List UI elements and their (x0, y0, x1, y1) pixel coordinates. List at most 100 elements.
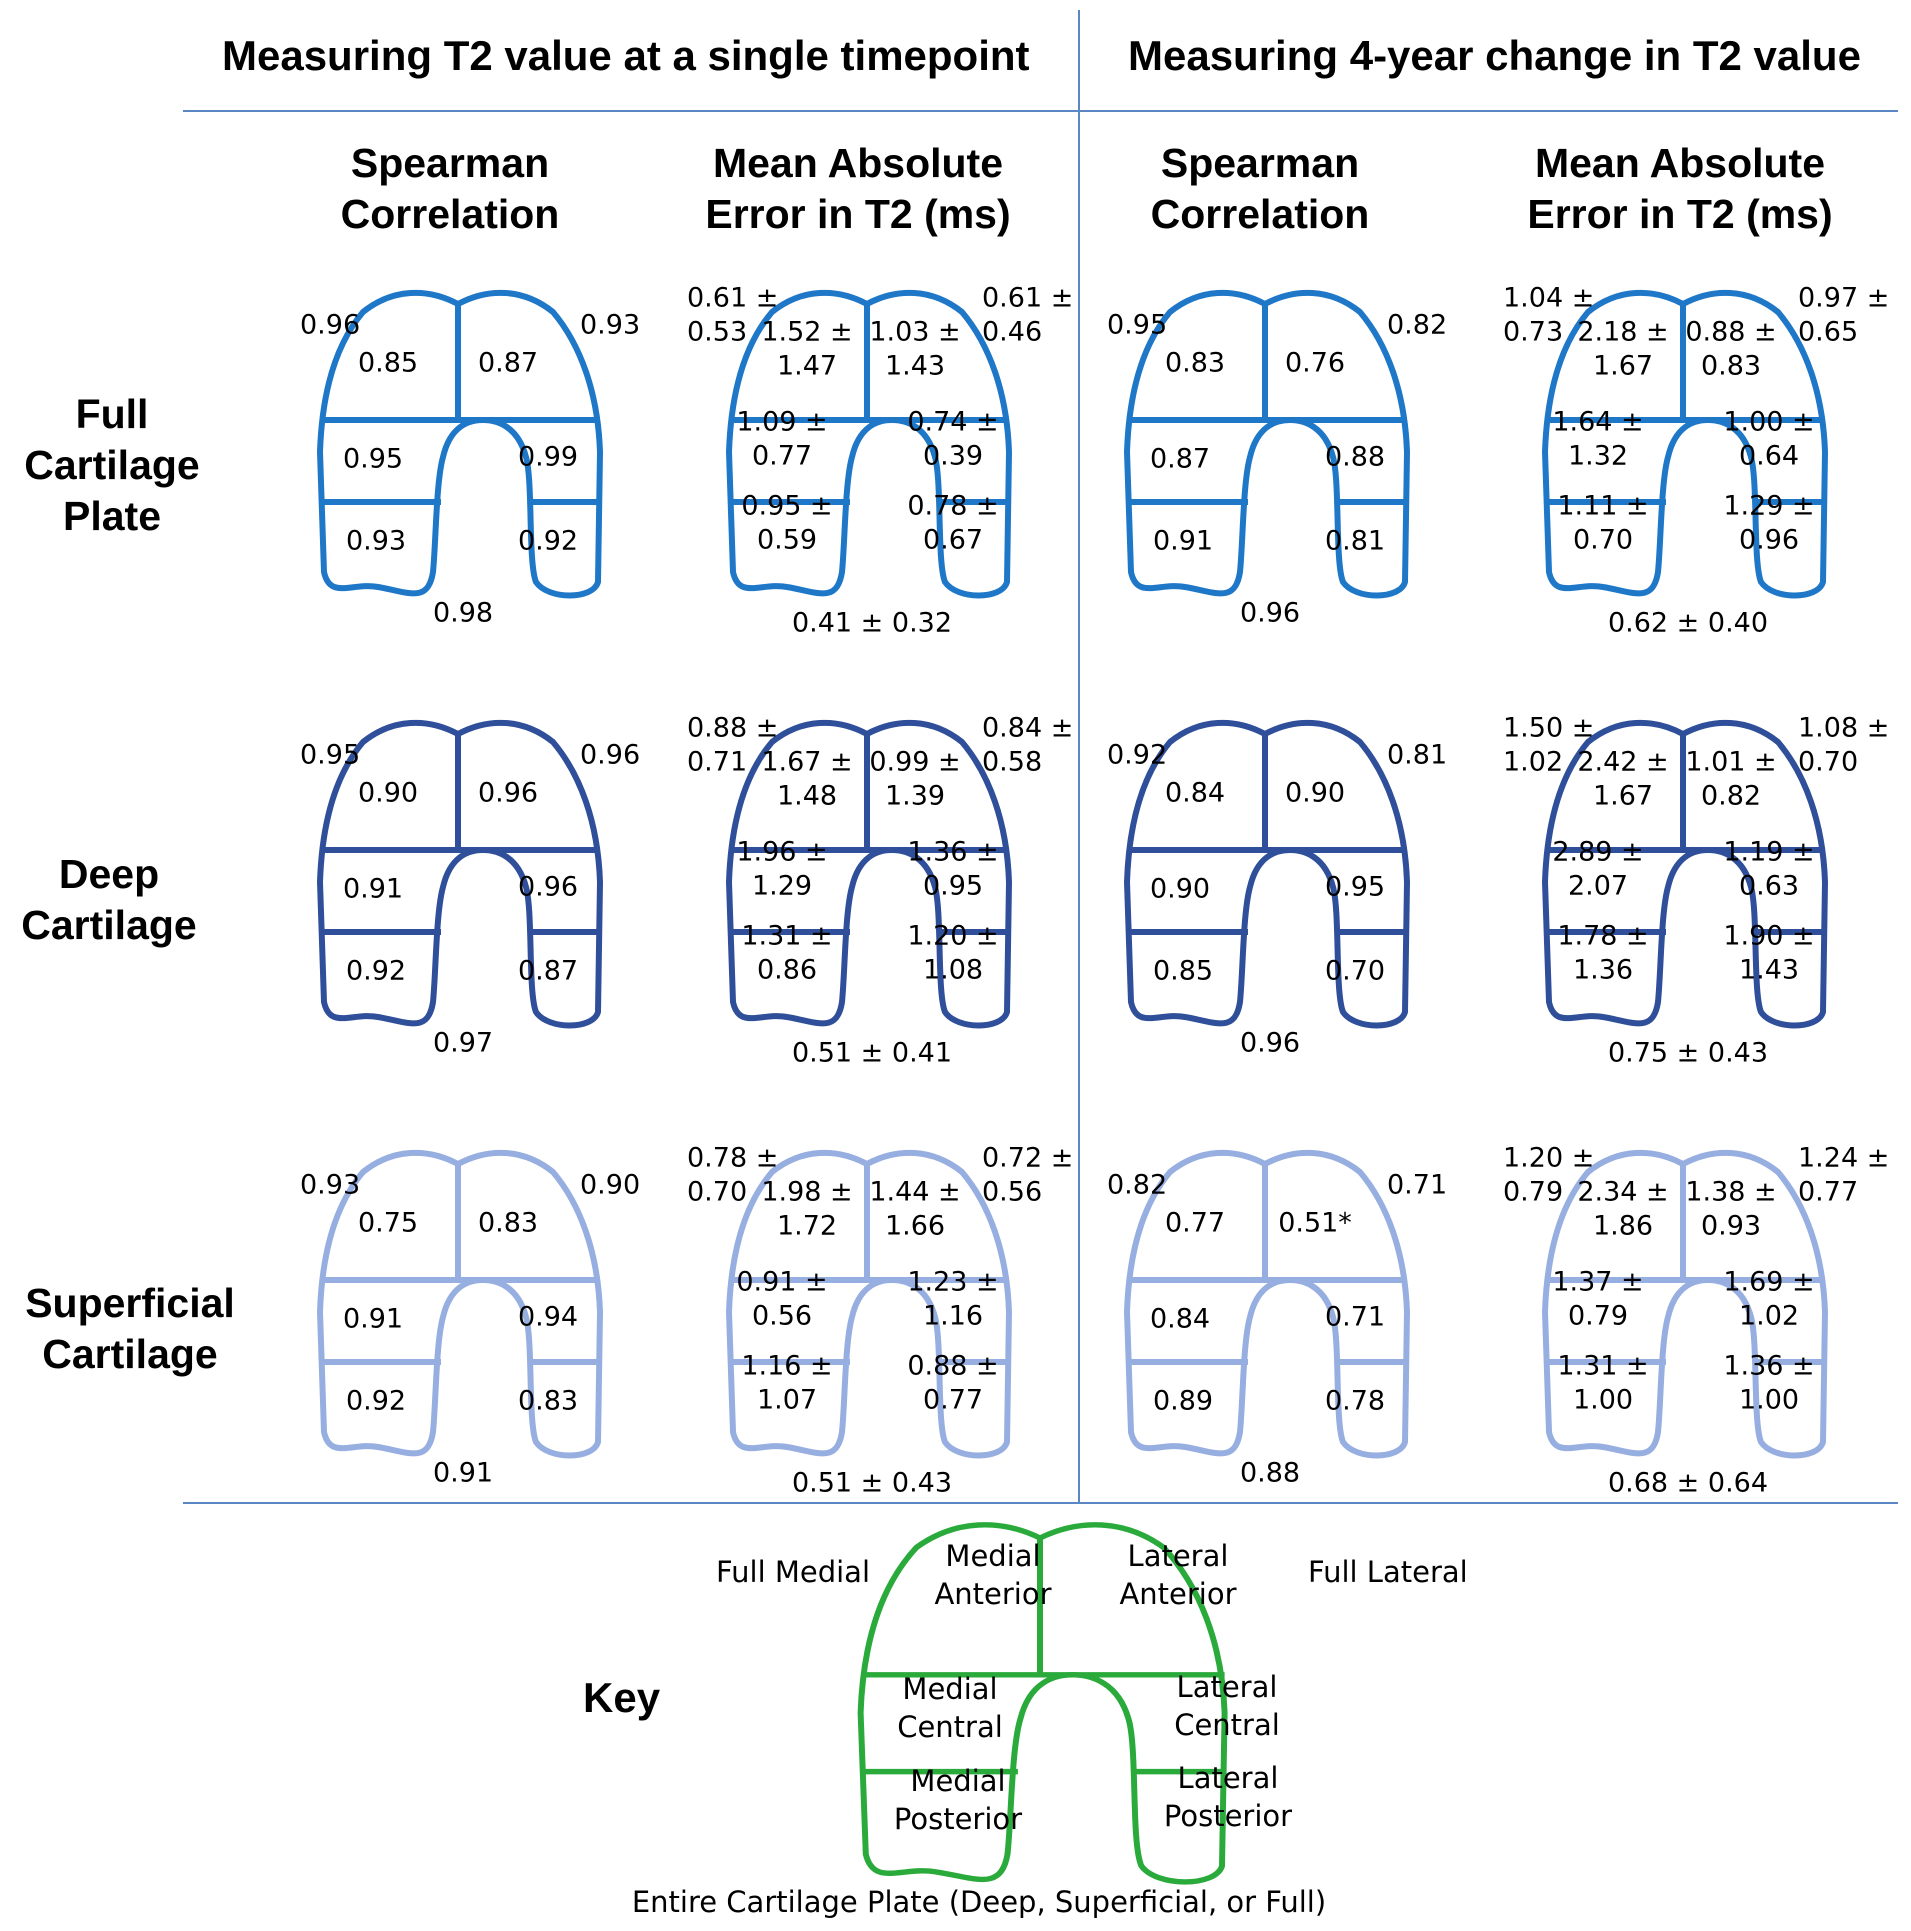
value-medial-anterior: 1.52 ±1.47 (761, 317, 852, 382)
column-title-mae-2: Mean Absolute Error in T2 (ms) (1490, 138, 1870, 240)
value-full-lateral: 0.71 (1387, 1169, 1447, 1200)
column-title-line: Mean Absolute (1534, 140, 1826, 186)
value-medial-posterior: 1.31 ±0.86 (741, 921, 832, 986)
value-lateral-posterior: 0.70 (1325, 955, 1385, 986)
column-title-spearman-2: Spearman Correlation (1070, 138, 1450, 240)
value-lateral-anterior: 1.44 ±1.66 (869, 1177, 960, 1242)
key-label-entire: Entire Cartilage Plate (Deep, Superficia… (632, 1885, 1326, 1919)
value-full-lateral: 0.72 ±0.56 (982, 1143, 1073, 1208)
value-lateral-anterior: 0.96 (478, 777, 538, 808)
value-full-lateral: 1.08 ±0.70 (1798, 713, 1889, 778)
value-entire: 0.62 ± 0.40 (1608, 607, 1768, 638)
value-entire: 0.97 (433, 1027, 493, 1058)
cartilage-map-row3-col4: 1.20 ±0.79 2.34 ±1.86 1.38 ±0.93 1.24 ±0.77… (1503, 1143, 1889, 1499)
value-full-medial: 0.88 ±0.71 (687, 713, 778, 778)
value-entire: 0.75 ± 0.43 (1608, 1037, 1768, 1068)
value-lateral-posterior: 1.29 ±0.96 (1723, 491, 1814, 556)
value-lateral-posterior: 1.90 ±1.43 (1723, 921, 1814, 986)
cartilage-outline (1124, 1149, 1410, 1459)
cartilage-map-row1-col4: 1.04 ±0.73 2.18 ±1.67 0.88 ±0.83 0.97 ±0.65… (1503, 283, 1889, 639)
cartilage-map-row2-col2: 0.88 ±0.71 1.67 ±1.48 0.99 ±1.39 0.84 ±0.58… (687, 713, 1073, 1069)
value-medial-posterior: 1.16 ±1.07 (741, 1351, 832, 1416)
value-lateral-central: 1.23 ±1.16 (907, 1267, 998, 1332)
value-entire: 0.51 ± 0.41 (792, 1037, 952, 1068)
row-title-line: Full (75, 391, 149, 437)
cartilage-map-row3-col1: 0.93 0.75 0.83 0.90 0.91 0.94 0.92 0.83 0.91 (300, 1149, 640, 1488)
value-lateral-central: 1.36 ±0.95 (907, 837, 998, 902)
value-medial-anterior: 2.18 ±1.67 (1577, 317, 1668, 382)
value-full-medial: 0.95 (300, 739, 360, 770)
value-lateral-anterior: 0.51* (1278, 1207, 1352, 1238)
value-full-lateral: 0.97 ±0.65 (1798, 283, 1889, 348)
value-entire: 0.68 ± 0.64 (1608, 1467, 1768, 1498)
row-title-line: Cartilage (42, 1331, 218, 1377)
value-lateral-central: 0.88 (1325, 441, 1385, 472)
key-divider (183, 1502, 1898, 1504)
section-title-single-timepoint: Measuring T2 value at a single timepoint (222, 32, 1030, 79)
value-medial-posterior: 1.78 ±1.36 (1557, 921, 1648, 986)
value-medial-posterior: 0.92 (346, 955, 406, 986)
value-medial-anterior: 1.67 ±1.48 (761, 747, 852, 812)
column-title-line: Mean Absolute (712, 140, 1004, 186)
section-title-4-year-change: Measuring 4-year change in T2 value (1128, 32, 1861, 79)
cartilage-map-row1-col2: 0.61 ±0.53 1.52 ±1.47 1.03 ±1.43 0.61 ±0.46… (687, 283, 1073, 639)
header-divider (183, 110, 1898, 112)
value-entire: 0.98 (433, 597, 493, 628)
row-title-line: Plate (63, 493, 161, 539)
value-lateral-central: 0.74 ±0.39 (907, 407, 998, 472)
column-title-line: Correlation (340, 191, 560, 237)
key-label-lateral-anterior: Lateral Anterior (1119, 1539, 1236, 1611)
cartilage-map-row2-col4: 1.50 ±1.02 2.42 ±1.67 1.01 ±0.82 1.08 ±0.70… (1503, 713, 1889, 1069)
cartilage-map-row2-col1: 0.95 0.90 0.96 0.96 0.91 0.96 0.92 0.87 0.97 (300, 719, 640, 1058)
value-full-medial: 1.50 ±1.02 (1503, 713, 1594, 778)
key-outline (857, 1522, 1228, 1885)
cartilage-outline (1542, 719, 1828, 1029)
value-full-lateral: 0.61 ±0.46 (982, 283, 1073, 348)
key-title: Key (583, 1674, 661, 1721)
value-medial-posterior: 1.11 ±0.70 (1557, 491, 1648, 556)
cartilage-outline (726, 1149, 1012, 1459)
value-full-lateral: 0.93 (580, 309, 640, 340)
value-full-medial: 0.95 (1107, 309, 1167, 340)
value-lateral-posterior: 0.78 ±0.67 (907, 491, 998, 556)
value-lateral-anterior: 0.88 ±0.83 (1685, 317, 1776, 382)
value-medial-central: 0.90 (1150, 873, 1210, 904)
cartilage-map-row1-col3: 0.95 0.83 0.76 0.82 0.87 0.88 0.91 0.81 0.96 (1107, 289, 1447, 628)
value-medial-anterior: 0.84 (1165, 777, 1225, 808)
column-title-line: Spearman (1160, 140, 1360, 186)
key-label-medial-posterior: Medial Posterior (894, 1764, 1022, 1836)
value-entire: 0.96 (1240, 597, 1300, 628)
key-label-full-lateral: Full Lateral (1308, 1555, 1468, 1589)
key-labels: Medial Anterior Lateral Anterior Medial Centr… (632, 1539, 1468, 1919)
key-label-lateral-posterior: Lateral Posterior (1164, 1761, 1292, 1833)
value-medial-anterior: 2.42 ±1.67 (1577, 747, 1668, 812)
value-medial-central: 0.91 ±0.56 (736, 1267, 827, 1332)
value-lateral-central: 0.94 (518, 1301, 578, 1332)
column-title-line: Error in T2 (ms) (1527, 191, 1833, 237)
value-entire: 0.41 ± 0.32 (792, 607, 952, 638)
value-full-medial: 0.96 (300, 309, 360, 340)
cartilage-map-row1-col1: 0.96 0.85 0.87 0.93 0.95 0.99 0.93 0.92 0.98 (300, 289, 640, 628)
value-full-medial: 0.61 ±0.53 (687, 283, 778, 348)
value-lateral-central: 1.19 ±0.63 (1723, 837, 1814, 902)
value-lateral-central: 1.69 ±1.02 (1723, 1267, 1814, 1332)
value-full-medial: 1.20 ±0.79 (1503, 1143, 1594, 1208)
key-label-medial-central: Medial Central (897, 1672, 1003, 1744)
value-lateral-anterior: 0.90 (1285, 777, 1345, 808)
value-medial-anterior: 0.77 (1165, 1207, 1225, 1238)
cartilage-map-row3-col2: 0.78 ±0.70 1.98 ±1.72 1.44 ±1.66 0.72 ±0.56… (687, 1143, 1073, 1499)
value-medial-central: 2.89 ±2.07 (1552, 837, 1643, 902)
column-title-line: Spearman (350, 140, 550, 186)
value-lateral-anterior: 1.01 ±0.82 (1685, 747, 1776, 812)
value-medial-anterior: 0.85 (358, 347, 418, 378)
value-full-lateral: 0.84 ±0.58 (982, 713, 1073, 778)
value-full-lateral: 0.81 (1387, 739, 1447, 770)
value-lateral-anterior: 0.87 (478, 347, 538, 378)
value-lateral-anterior: 0.76 (1285, 347, 1345, 378)
cartilage-outline (726, 719, 1012, 1029)
value-medial-central: 0.87 (1150, 443, 1210, 474)
column-title-line: Error in T2 (ms) (705, 191, 1011, 237)
row-title-superficial-cartilage: Superficial Cartilage (0, 1278, 260, 1380)
value-lateral-posterior: 1.36 ±1.00 (1723, 1351, 1814, 1416)
